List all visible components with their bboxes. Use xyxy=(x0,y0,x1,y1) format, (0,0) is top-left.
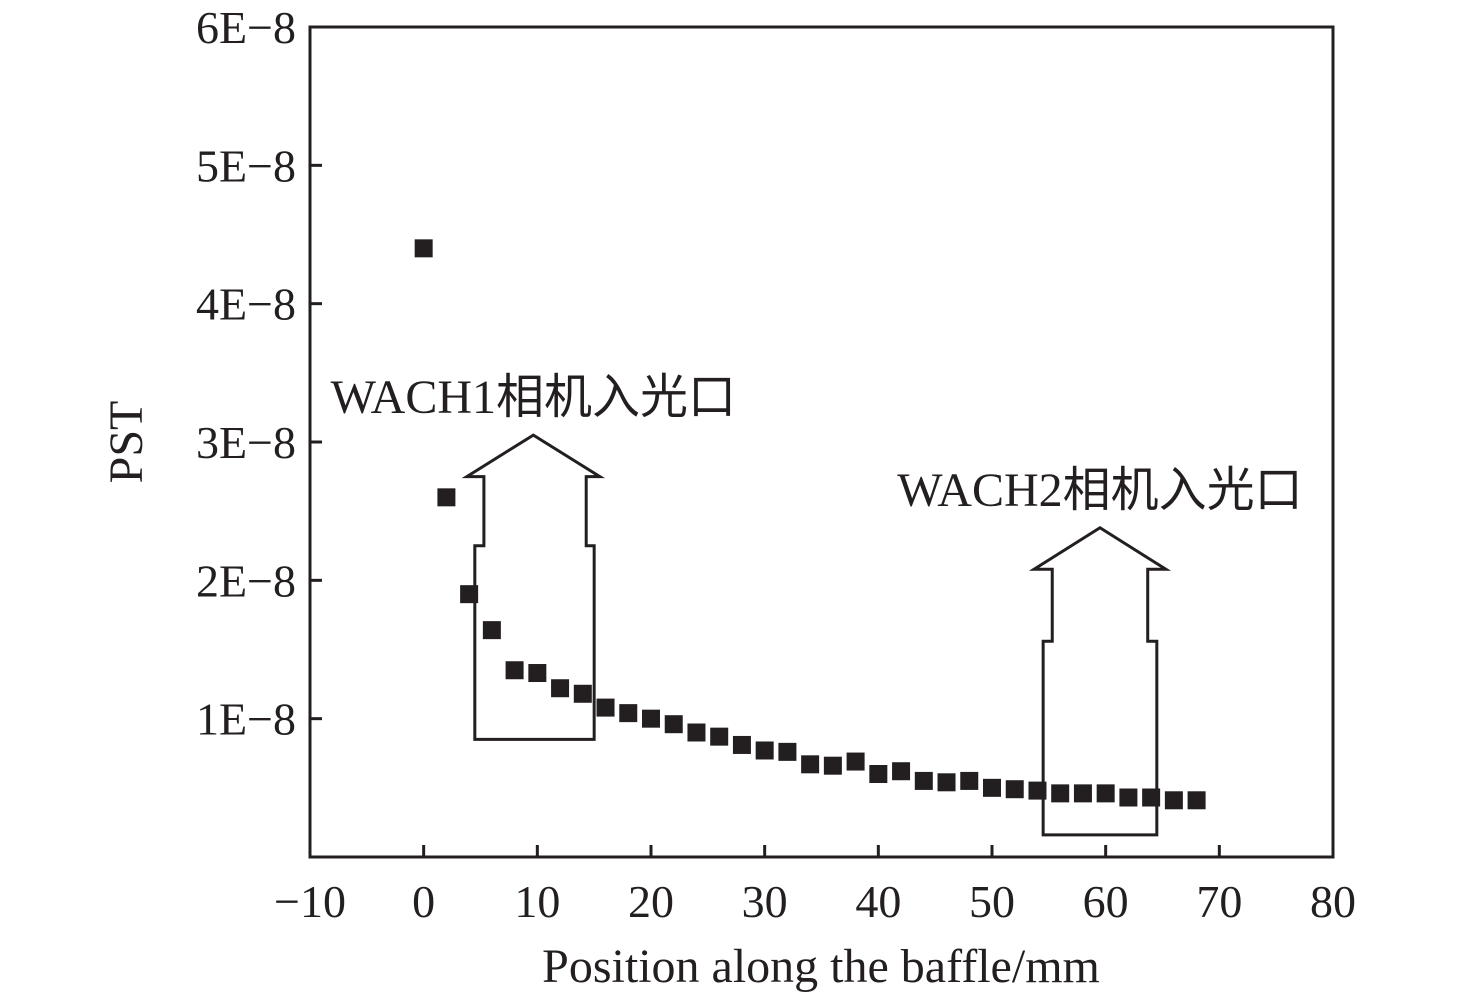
data-point xyxy=(1051,784,1070,803)
data-point xyxy=(960,771,979,790)
data-point xyxy=(1096,784,1115,803)
data-point xyxy=(664,715,683,734)
x-tick-label: 80 xyxy=(1310,876,1356,927)
x-axis-label: Position along the baffle/mm xyxy=(542,940,1100,993)
annotation-label-2: WACH2相机入光口 xyxy=(897,464,1302,517)
y-tick-label: 3E−8 xyxy=(196,417,296,468)
data-point xyxy=(619,704,638,723)
data-point xyxy=(801,755,820,774)
data-point xyxy=(414,239,433,258)
y-tick-label: 1E−8 xyxy=(196,694,296,745)
data-point xyxy=(1119,788,1138,807)
y-tick-label: 4E−8 xyxy=(196,279,296,330)
data-point xyxy=(1005,780,1024,799)
y-tick-label: 6E−8 xyxy=(196,2,296,53)
x-tick-label: 70 xyxy=(1196,876,1242,927)
data-point xyxy=(1073,784,1092,803)
data-point xyxy=(551,679,570,698)
data-points xyxy=(414,239,1206,810)
annotation-arrow-1 xyxy=(461,433,606,741)
data-point xyxy=(687,723,706,742)
x-tick-label: 20 xyxy=(628,876,674,927)
data-point xyxy=(482,621,501,640)
data-point xyxy=(528,664,547,683)
data-point xyxy=(846,752,865,771)
data-point xyxy=(914,771,933,790)
annotations: WACH1相机入光口 WACH2相机入光口 xyxy=(331,371,1303,837)
x-axis-ticks: −10 0 10 20 30 40 50 60 70 80 xyxy=(274,845,1356,927)
data-point xyxy=(892,762,911,781)
annotation-arrow-2 xyxy=(1028,525,1172,837)
data-point xyxy=(505,661,524,680)
x-tick-label: 0 xyxy=(412,876,435,927)
y-axis-label: PST xyxy=(100,401,153,484)
data-point xyxy=(1187,791,1206,810)
data-point xyxy=(732,735,751,754)
x-tick-label: 60 xyxy=(1083,876,1129,927)
data-point xyxy=(937,773,956,792)
data-point xyxy=(983,778,1001,797)
data-point xyxy=(1164,791,1183,810)
data-point xyxy=(869,765,888,783)
y-tick-label: 5E−8 xyxy=(196,140,296,191)
data-point xyxy=(755,741,774,760)
annotation-label-1: WACH1相机入光口 xyxy=(331,371,736,424)
y-tick-label: 2E−8 xyxy=(196,555,296,606)
x-tick-label: 30 xyxy=(742,876,788,927)
x-tick-label: −10 xyxy=(274,876,346,927)
plot-frame xyxy=(308,25,1335,859)
data-point xyxy=(778,742,797,761)
data-point xyxy=(642,709,660,728)
data-point xyxy=(596,698,615,717)
data-point xyxy=(437,488,456,507)
data-point xyxy=(460,585,479,604)
x-tick-label: 40 xyxy=(855,876,901,927)
data-point xyxy=(1028,781,1047,800)
data-point xyxy=(823,756,842,775)
x-tick-label: 10 xyxy=(514,876,560,927)
y-axis-ticks: 1E−8 2E−8 3E−8 4E−8 5E−8 6E−8 xyxy=(196,2,322,745)
data-point xyxy=(710,727,729,746)
data-point xyxy=(573,684,592,703)
x-tick-label: 50 xyxy=(969,876,1015,927)
data-point xyxy=(1142,788,1161,807)
